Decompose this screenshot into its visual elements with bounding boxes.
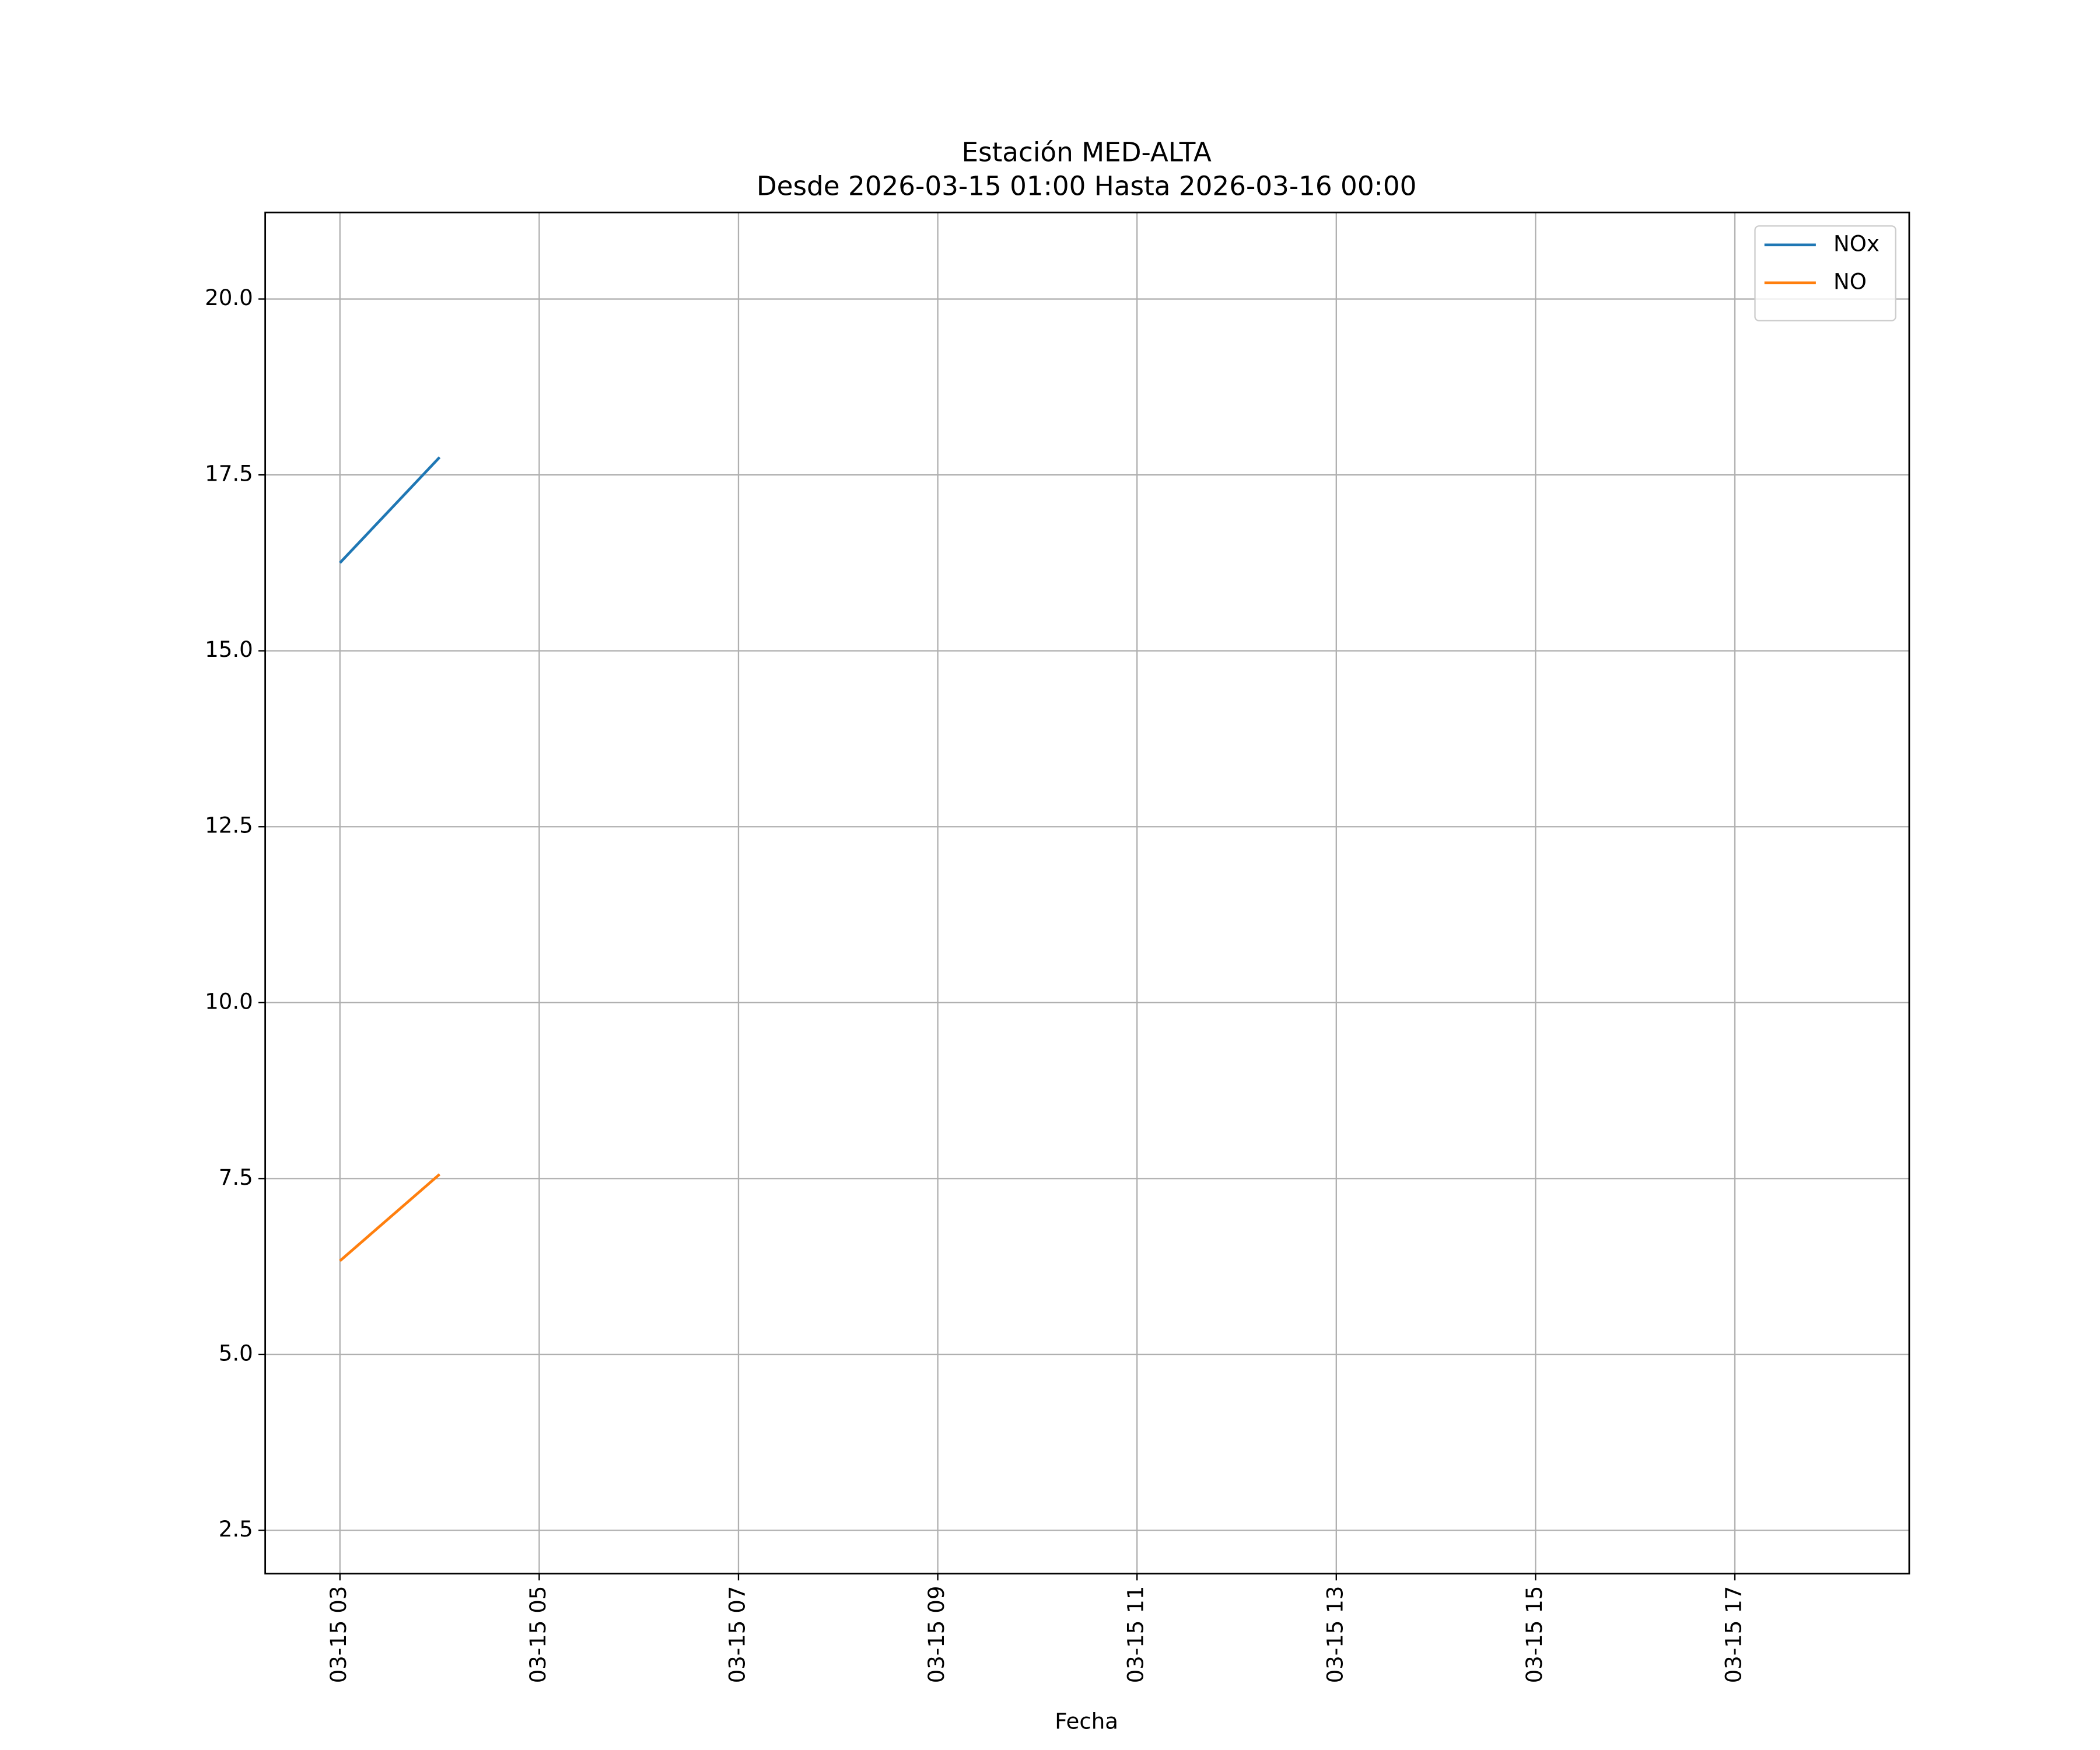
legend-label: NO xyxy=(1833,269,1867,294)
y-tick-label: 2.5 xyxy=(219,1517,253,1542)
x-tick-label: 03-15 03 xyxy=(326,1586,351,1684)
x-tick-label: 03-15 11 xyxy=(1124,1586,1149,1684)
line-series xyxy=(339,1173,441,1262)
x-axis-label: Fecha xyxy=(1055,1709,1118,1734)
line-series xyxy=(339,456,441,564)
x-tick-label: 03-15 09 xyxy=(924,1586,949,1684)
x-tick-label: 03-15 05 xyxy=(526,1586,551,1684)
y-tick-label: 17.5 xyxy=(205,461,253,487)
legend-box xyxy=(1754,225,1896,321)
x-tick-label: 03-15 13 xyxy=(1322,1586,1348,1684)
y-tick-label: 7.5 xyxy=(219,1165,253,1190)
x-tick-label: 03-15 17 xyxy=(1721,1586,1746,1684)
x-tick-label: 03-15 15 xyxy=(1522,1586,1547,1684)
chart-title: Estación MED-ALTA xyxy=(961,136,1211,167)
y-tick-label: 10.0 xyxy=(205,989,253,1014)
y-tick-label: 12.5 xyxy=(205,813,253,838)
plot-frame xyxy=(264,211,1910,1575)
legend-label: NOx xyxy=(1833,231,1880,256)
y-tick-label: 15.0 xyxy=(205,637,253,662)
x-tick-label: 03-15 07 xyxy=(724,1586,750,1684)
y-tick-label: 5.0 xyxy=(219,1340,253,1366)
chart-subtitle: Desde 2026-03-15 01:00 Hasta 2026-03-16 … xyxy=(757,170,1417,201)
y-tick-label: 20.0 xyxy=(205,285,253,310)
